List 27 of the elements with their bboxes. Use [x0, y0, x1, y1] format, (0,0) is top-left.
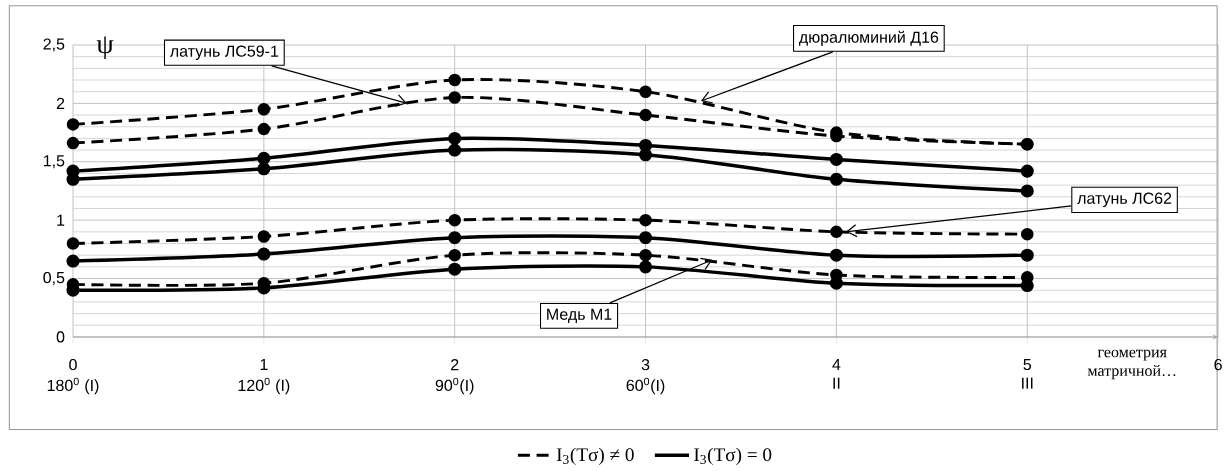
y-tick-label: 2: [56, 97, 65, 110]
legend-label: I$_{3}$(Tσ) = 0: [694, 447, 772, 466]
x-axis-title: геометрия матричной…: [1087, 349, 1176, 380]
annotation: латунь ЛС59-1: [169, 45, 279, 61]
legend-label: I$_{3}$(Tσ) ≠ 0: [556, 447, 634, 466]
x-tick-label: 3: [641, 359, 650, 371]
annotation: Медь М1: [547, 308, 612, 323]
text: 60$^{0}$(I): [626, 377, 665, 395]
annotation: дюралюминий Д16: [799, 30, 939, 47]
x-tick-label: 0: [69, 359, 77, 371]
x-tick-label: 4: [832, 359, 841, 371]
x-tick-label: 2: [451, 359, 459, 371]
text: 90$^{0}$(I): [435, 377, 474, 395]
text: 120$^{0}$ (I): [238, 377, 290, 395]
x-tick-label: 1: [260, 359, 268, 371]
y-tick-label: 1,5: [43, 155, 65, 169]
annotation: латунь ЛС62: [1077, 192, 1172, 208]
y-tick-label: 1: [57, 214, 65, 226]
y-axis-title: ψ: [96, 36, 114, 59]
x-tick-label: 6: [1214, 359, 1222, 371]
y-tick-label: 0,5: [43, 271, 65, 286]
x-tick-label: 5: [1023, 359, 1032, 371]
y-tick-label: 2,5: [43, 38, 65, 52]
text: III: [1022, 377, 1033, 389]
text: II: [833, 377, 840, 389]
y-tick-label: 0: [56, 331, 65, 343]
text: 180$^{0}$ (I): [47, 377, 99, 395]
